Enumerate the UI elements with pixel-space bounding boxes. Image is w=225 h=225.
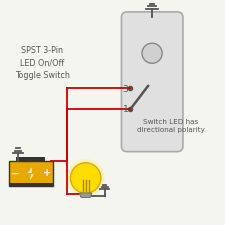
Bar — [16, 157, 45, 162]
Bar — [9, 161, 53, 186]
Text: 3: 3 — [123, 85, 128, 94]
Circle shape — [66, 159, 105, 197]
Text: −: − — [11, 169, 19, 178]
Circle shape — [70, 163, 101, 193]
Polygon shape — [28, 167, 34, 180]
FancyBboxPatch shape — [122, 12, 183, 152]
Polygon shape — [79, 193, 92, 198]
Text: SPST 3-Pin
LED On/Off
Toggle Switch: SPST 3-Pin LED On/Off Toggle Switch — [15, 46, 70, 80]
Text: Switch LED has
directional polarity: Switch LED has directional polarity — [137, 119, 205, 133]
Bar — [9, 161, 53, 186]
Text: +: + — [43, 169, 51, 178]
Text: 1: 1 — [123, 105, 128, 114]
Circle shape — [142, 43, 162, 63]
Bar — [9, 183, 53, 186]
